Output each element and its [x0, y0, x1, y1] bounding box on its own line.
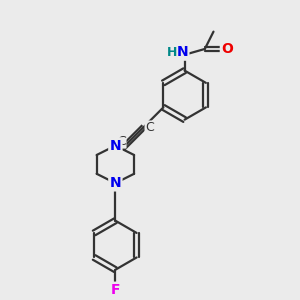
Text: C: C	[145, 121, 154, 134]
Text: N: N	[110, 139, 121, 153]
Text: F: F	[111, 283, 120, 297]
Text: O: O	[221, 42, 233, 56]
Text: N: N	[110, 176, 121, 190]
Text: C: C	[117, 135, 126, 148]
Text: N: N	[176, 45, 188, 59]
Text: H: H	[167, 46, 178, 59]
